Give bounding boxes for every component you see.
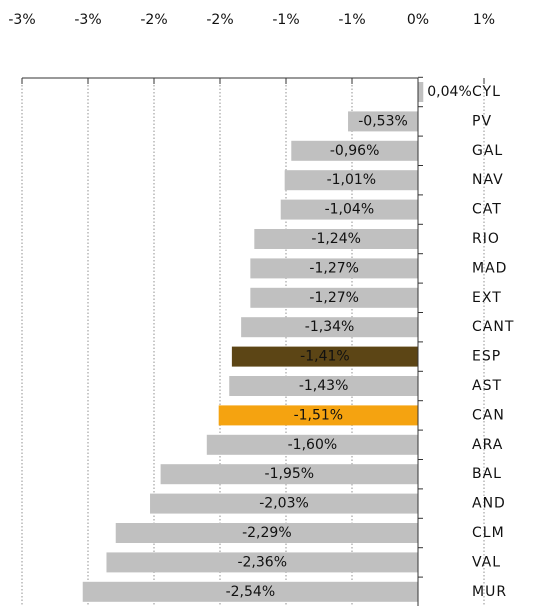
bar (348, 111, 418, 132)
x-tick-label: -3% (8, 12, 35, 28)
value-label: -1,43% (299, 378, 349, 394)
category-label: CANT (472, 319, 514, 335)
bar (150, 493, 419, 514)
category-label: MUR (472, 584, 507, 600)
value-label: -1,01% (327, 172, 377, 188)
category-label: PV (472, 113, 492, 129)
bar (231, 346, 418, 367)
category-label: GAL (472, 143, 503, 159)
value-label: -1,24% (311, 231, 361, 247)
bar (284, 170, 418, 191)
category-label: ESP (472, 349, 501, 365)
bar (229, 376, 418, 396)
value-label: -1,60% (288, 437, 338, 453)
bar (115, 523, 418, 543)
x-tick-label: -1% (338, 12, 365, 28)
bar (106, 552, 418, 573)
category-label: BAL (472, 466, 502, 482)
category-label: CAT (472, 202, 502, 218)
x-tick-label: -3% (74, 12, 101, 28)
value-label: -2,03% (259, 496, 309, 512)
category-label: CLM (472, 525, 505, 541)
x-tick-label: -1% (272, 12, 299, 28)
x-tick-label: 1% (473, 12, 495, 28)
bar (280, 199, 418, 220)
bar (206, 434, 418, 455)
value-label: -0,96% (330, 143, 380, 159)
x-tick-label: 0% (407, 12, 429, 28)
value-label: 0,04% (427, 84, 471, 100)
category-label: VAL (472, 554, 501, 570)
bar (418, 82, 424, 102)
category-label: EXT (472, 290, 502, 306)
bar (160, 464, 418, 485)
category-label: CAN (472, 407, 505, 423)
category-label: NAV (472, 172, 504, 188)
category-label: ARA (472, 437, 503, 453)
value-label: -1,51% (294, 407, 344, 423)
category-label: MAD (472, 260, 507, 276)
category-label: CYL (472, 84, 501, 100)
value-label: -2,29% (242, 525, 292, 541)
bar (241, 317, 418, 338)
value-label: -1,04% (325, 202, 375, 218)
value-label: -1,34% (305, 319, 355, 335)
bar (250, 258, 418, 279)
bar (254, 229, 418, 249)
bar (218, 405, 418, 426)
value-label: -1,27% (309, 260, 359, 276)
category-label: RIO (472, 231, 500, 247)
value-label: -2,36% (237, 554, 287, 570)
value-label: -1,95% (265, 466, 315, 482)
x-tick-label: -2% (206, 12, 233, 28)
value-label: -1,41% (300, 349, 350, 365)
value-label: -1,27% (309, 290, 359, 306)
x-tick-label: -2% (140, 12, 167, 28)
bar (82, 581, 418, 602)
bar (250, 287, 418, 308)
category-label: AND (472, 496, 506, 512)
value-label: -2,54% (226, 584, 276, 600)
category-label: AST (472, 378, 502, 394)
value-label: -0,53% (358, 113, 408, 129)
bar (291, 140, 418, 161)
